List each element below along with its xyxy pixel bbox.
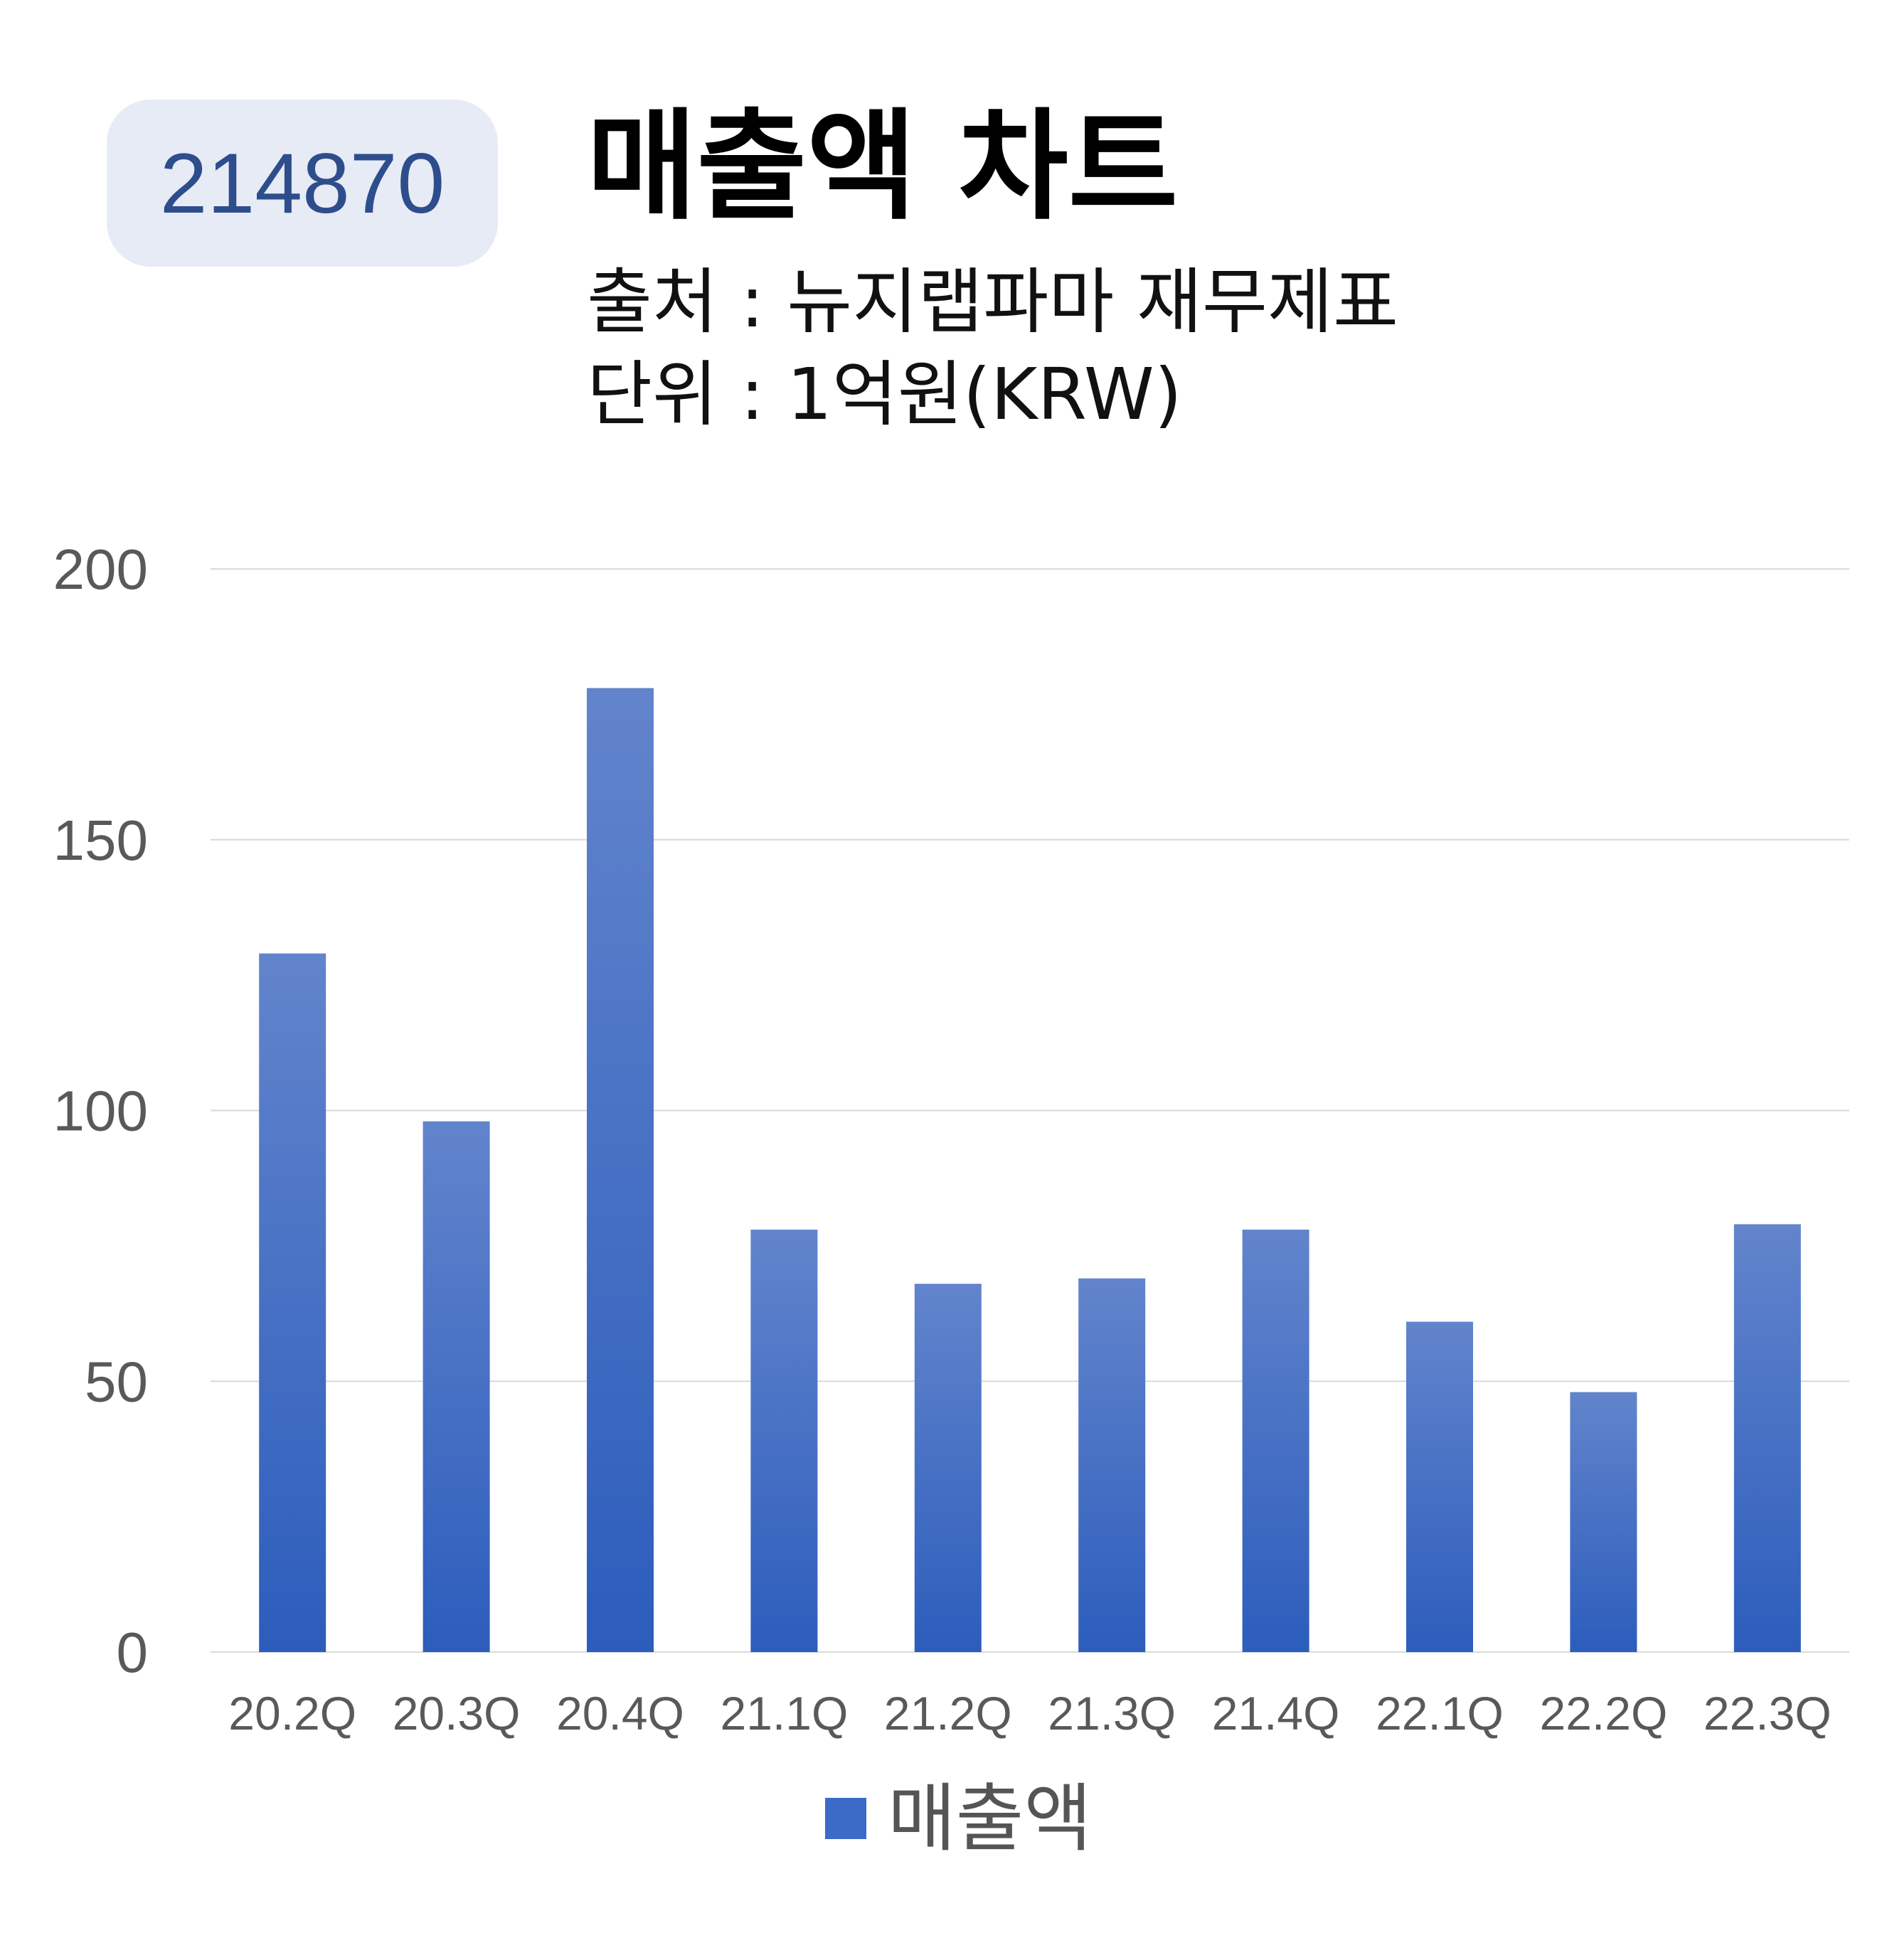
x-tick-label: 20.4Q bbox=[556, 1687, 684, 1740]
bar-20.4Q bbox=[587, 688, 654, 1652]
x-tick-label: 21.1Q bbox=[721, 1687, 849, 1740]
source-text: 출처 : 뉴지랩파마 재무제표 bbox=[587, 260, 1399, 343]
x-tick-label: 21.2Q bbox=[884, 1687, 1012, 1740]
bar-21.1Q bbox=[750, 1230, 818, 1652]
y-tick-label: 150 bbox=[53, 809, 148, 872]
x-tick-label: 22.2Q bbox=[1540, 1687, 1668, 1740]
x-tick-label: 22.3Q bbox=[1704, 1687, 1832, 1740]
y-axis-ticks: 0 50 100 150 200 bbox=[53, 538, 148, 1684]
x-tick-label: 21.3Q bbox=[1048, 1687, 1176, 1740]
bars bbox=[259, 688, 1801, 1652]
bar-22.3Q bbox=[1733, 1224, 1801, 1652]
legend: 매출액 bbox=[825, 1781, 1092, 1855]
x-tick-label: 20.2Q bbox=[228, 1687, 356, 1740]
y-tick-label: 200 bbox=[53, 538, 148, 601]
unit-text: 단위 : 1억원(KRW) bbox=[587, 353, 1182, 436]
x-axis-ticks: 20.2Q 20.3Q 20.4Q 21.1Q 21.2Q 21.3Q 21.4Q 22.1Q… bbox=[228, 1687, 1831, 1740]
x-tick-label: 21.4Q bbox=[1212, 1687, 1340, 1740]
bar-20.2Q bbox=[259, 953, 326, 1652]
y-tick-label: 50 bbox=[85, 1350, 148, 1413]
stock-code-text: 214870 bbox=[159, 135, 445, 231]
legend-label: 매출액 bbox=[888, 1775, 1093, 1862]
bar-22.2Q bbox=[1570, 1392, 1637, 1652]
bar-21.4Q bbox=[1242, 1230, 1309, 1652]
legend-swatch bbox=[825, 1798, 866, 1839]
bar-21.3Q bbox=[1078, 1278, 1146, 1652]
bar-20.3Q bbox=[423, 1121, 490, 1652]
bar-22.1Q bbox=[1406, 1321, 1473, 1652]
chart-title: 매출액 차트 bbox=[587, 97, 1179, 236]
bar-21.2Q bbox=[914, 1284, 982, 1652]
x-tick-label: 20.3Q bbox=[393, 1687, 521, 1740]
x-tick-label: 22.1Q bbox=[1376, 1687, 1504, 1740]
y-tick-label: 100 bbox=[53, 1080, 148, 1143]
stock-code-badge: 214870 bbox=[107, 100, 498, 267]
y-tick-label: 0 bbox=[117, 1621, 149, 1684]
